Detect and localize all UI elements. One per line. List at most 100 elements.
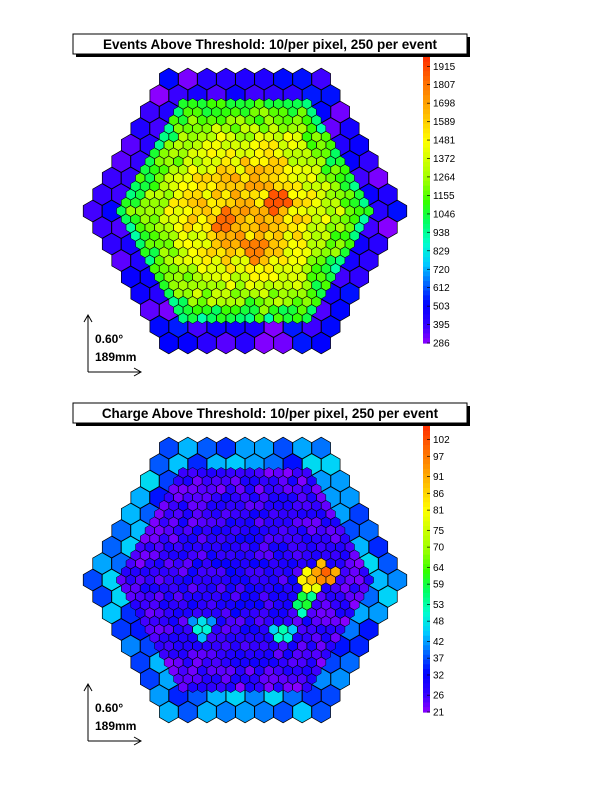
inner-pixel [221, 590, 231, 603]
inner-pixel [311, 246, 322, 258]
inner-pixel [187, 549, 198, 561]
inner-pixel [178, 296, 188, 308]
inner-pixel [292, 599, 303, 611]
inner-pixel [221, 139, 231, 151]
colorbar-segment [423, 338, 430, 344]
inner-pixel [287, 607, 298, 619]
inner-pixel [235, 131, 246, 143]
inner-pixel [340, 246, 350, 258]
inner-pixel [268, 271, 279, 283]
inner-pixel [211, 205, 222, 217]
inner-pixel [302, 180, 312, 192]
inner-pixel [263, 500, 274, 512]
inner-pixel [306, 491, 317, 504]
inner-pixel [302, 279, 312, 291]
colorbar-segment [423, 204, 430, 211]
inner-pixel [359, 213, 369, 225]
inner-pixel [240, 254, 250, 267]
inner-pixel [230, 640, 241, 652]
inner-pixel [168, 516, 179, 528]
inner-pixel [206, 230, 217, 242]
inner-pixel [330, 549, 341, 561]
inner-pixel [163, 656, 174, 669]
inner-pixel [187, 665, 198, 677]
inner-pixel [278, 155, 288, 168]
inner-pixel [244, 599, 255, 611]
inner-pixel [259, 304, 269, 316]
inner-pixel [187, 566, 198, 578]
inner-pixel [140, 246, 150, 258]
inner-pixel [159, 632, 169, 644]
inner-pixel [135, 221, 146, 234]
inner-pixel [259, 122, 269, 135]
inner-pixel [306, 238, 317, 250]
inner-pixel [178, 483, 188, 495]
inner-pixel [344, 221, 355, 234]
inner-pixel [321, 599, 331, 611]
inner-pixel [302, 483, 312, 495]
inner-pixel [182, 271, 193, 283]
inner-pixel [268, 574, 279, 586]
inner-pixel [225, 164, 236, 176]
inner-pixel [282, 483, 293, 495]
inner-pixel [211, 106, 222, 118]
inner-pixel [273, 98, 284, 110]
inner-pixel [197, 599, 208, 611]
inner-pixel [240, 640, 250, 652]
inner-pixel [316, 155, 327, 168]
colorbar-segment [423, 669, 430, 675]
inner-pixel [235, 516, 246, 528]
inner-pixel [292, 147, 303, 159]
inner-pixel [235, 566, 246, 578]
inner-pixel [173, 656, 184, 669]
inner-pixel [287, 304, 298, 316]
inner-pixel [244, 582, 255, 594]
inner-pixel [254, 533, 265, 545]
inner-pixel [221, 656, 231, 669]
inner-pixel [302, 582, 312, 594]
inner-pixel [140, 230, 150, 242]
inner-pixel [144, 205, 155, 217]
colorbar-segment [423, 497, 430, 503]
inner-pixel [268, 304, 279, 316]
inner-pixel [244, 147, 255, 159]
inner-pixel [311, 483, 322, 495]
inner-pixel [302, 516, 312, 528]
inner-pixel [302, 533, 312, 545]
inner-pixel [316, 188, 327, 201]
colorbar-segment [423, 588, 430, 594]
inner-pixel [187, 230, 198, 242]
inner-pixel [287, 524, 298, 537]
inner-pixel [197, 681, 208, 693]
inner-pixel [292, 549, 303, 561]
inner-pixel [325, 271, 336, 283]
inner-pixel [235, 296, 246, 308]
inner-pixel [135, 557, 146, 570]
inner-pixel [259, 172, 269, 184]
inner-pixel [225, 263, 236, 275]
inner-pixel [311, 197, 322, 209]
inner-pixel [187, 180, 198, 192]
inner-pixel [140, 180, 150, 192]
colorbar-segment [423, 157, 430, 163]
inner-pixel [321, 197, 331, 209]
inner-pixel [278, 607, 288, 619]
inner-pixel [340, 533, 350, 545]
inner-pixel [240, 139, 250, 151]
camera-pixels [82, 67, 408, 355]
inner-pixel [273, 500, 284, 512]
inner-pixel [249, 640, 260, 652]
colorbar-segment [423, 161, 430, 168]
inner-pixel [278, 640, 288, 652]
inner-pixel [330, 180, 341, 192]
inner-pixel [216, 164, 227, 176]
colorbar-segment [423, 435, 430, 441]
inner-pixel [168, 582, 179, 594]
inner-pixel [263, 147, 274, 159]
inner-pixel [344, 238, 355, 250]
inner-pixel [311, 296, 322, 308]
inner-pixel [259, 287, 269, 300]
inner-pixel [192, 673, 203, 685]
inner-pixel [263, 230, 274, 242]
colorbar-tick-label: 1372 [433, 154, 456, 165]
